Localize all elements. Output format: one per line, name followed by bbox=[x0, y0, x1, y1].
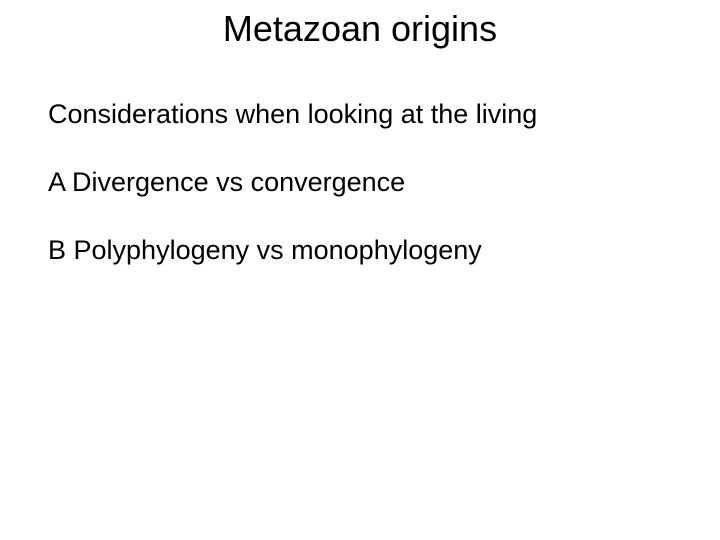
slide-container: Metazoan origins Considerations when loo… bbox=[0, 0, 720, 540]
slide-body: Considerations when looking at the livin… bbox=[48, 98, 672, 267]
slide-title: Metazoan origins bbox=[48, 8, 672, 50]
subtitle-text: Considerations when looking at the livin… bbox=[48, 98, 672, 132]
point-a-text: A Divergence vs convergence bbox=[48, 166, 672, 200]
point-b-text: B Polyphylogeny vs monophylogeny bbox=[48, 234, 672, 268]
